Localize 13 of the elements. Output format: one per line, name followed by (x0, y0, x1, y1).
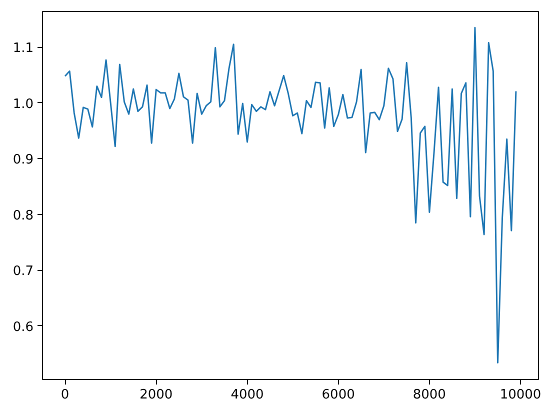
line-series (64, 26, 517, 364)
y-tick-label: 0.6 (12, 320, 34, 335)
x-tick-label: 4000 (230, 388, 264, 402)
x-tick-label: 8000 (412, 388, 446, 402)
x-tick-label: 0 (60, 388, 70, 402)
x-tick-label: 2000 (140, 388, 173, 402)
x-tick-label: 10000 (500, 388, 542, 402)
y-tick-label: 0.7 (12, 264, 34, 280)
y-tick-label: 1.0 (12, 96, 34, 112)
y-tick-label: 0.9 (12, 152, 34, 168)
y-tick-label: 0.8 (12, 208, 34, 224)
y-tick-label: 1.1 (12, 41, 34, 56)
x-tick-label: 6000 (322, 388, 355, 402)
